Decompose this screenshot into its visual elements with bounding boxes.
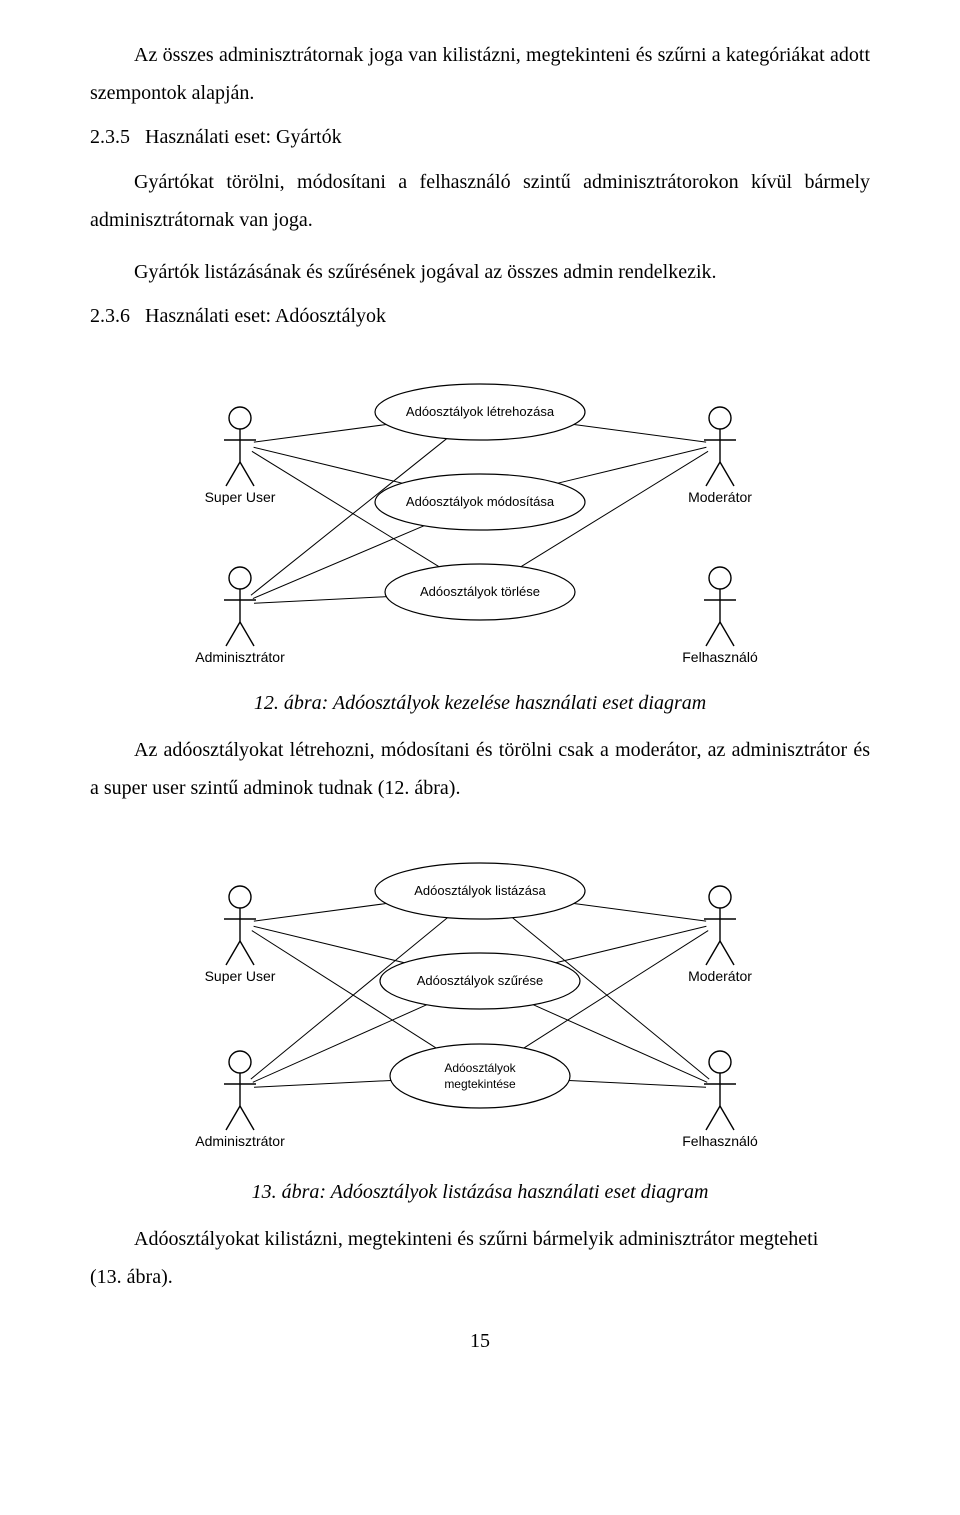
svg-text:Super User: Super User [205,968,276,984]
svg-text:Felhasználó: Felhasználó [682,1133,758,1149]
svg-text:Adminisztrátor: Adminisztrátor [195,649,285,665]
svg-text:Adminisztrátor: Adminisztrátor [195,1133,285,1149]
use-case-diagram-13: Adóosztályok listázása Adóosztályok szűré… [170,821,790,1171]
svg-text:Super User: Super User [205,489,276,505]
heading-label: Használati eset: Gyártók [145,126,342,148]
svg-text:Moderátor: Moderátor [688,968,752,984]
section-heading-236: 2.3.6 Használati eset: Adóosztályok [90,305,870,328]
heading-number: 2.3.6 [90,305,130,327]
section-heading-235: 2.3.5 Használati eset: Gyártók [90,126,870,149]
heading-number: 2.3.5 [90,126,130,148]
figure-13: Adóosztályok listázása Adóosztályok szűré… [90,821,870,1171]
paragraph-3: Gyártók listázásának és szűrésének jogáv… [90,253,870,291]
use-case-diagram-12: Adóosztályok létrehozása Adóosztályok mód… [170,342,790,682]
paragraph-5b: (13. ábra). [90,1258,870,1296]
svg-text:megtekintése: megtekintése [444,1077,516,1091]
paragraph-5a: Adóosztályokat kilistázni, megtekinteni … [90,1220,870,1258]
figure-12: Adóosztályok létrehozása Adóosztályok mód… [90,342,870,682]
svg-text:Adóosztályok: Adóosztályok [444,1061,516,1075]
svg-text:Moderátor: Moderátor [688,489,752,505]
paragraph-2: Gyártókat törölni, módosítani a felhaszn… [90,163,870,239]
page-number: 15 [90,1330,870,1353]
svg-text:Adóosztályok listázása: Adóosztályok listázása [414,883,546,898]
figure-13-caption: 13. ábra: Adóosztályok listázása használ… [90,1181,870,1204]
figure-12-caption: 12. ábra: Adóosztályok kezelése használa… [90,692,870,715]
svg-text:Adóosztályok módosítása: Adóosztályok módosítása [406,494,555,509]
page: Az összes adminisztrátornak joga van kil… [0,0,960,1393]
heading-label: Használati eset: Adóosztályok [145,305,386,327]
svg-text:Adóosztályok szűrése: Adóosztályok szűrése [417,973,543,988]
svg-text:Felhasználó: Felhasználó [682,649,758,665]
svg-text:Adóosztályok törlése: Adóosztályok törlése [420,584,540,599]
paragraph-1: Az összes adminisztrátornak joga van kil… [90,36,870,112]
paragraph-4: Az adóosztályokat létrehozni, módosítani… [90,731,870,807]
svg-text:Adóosztályok létrehozása: Adóosztályok létrehozása [406,404,555,419]
